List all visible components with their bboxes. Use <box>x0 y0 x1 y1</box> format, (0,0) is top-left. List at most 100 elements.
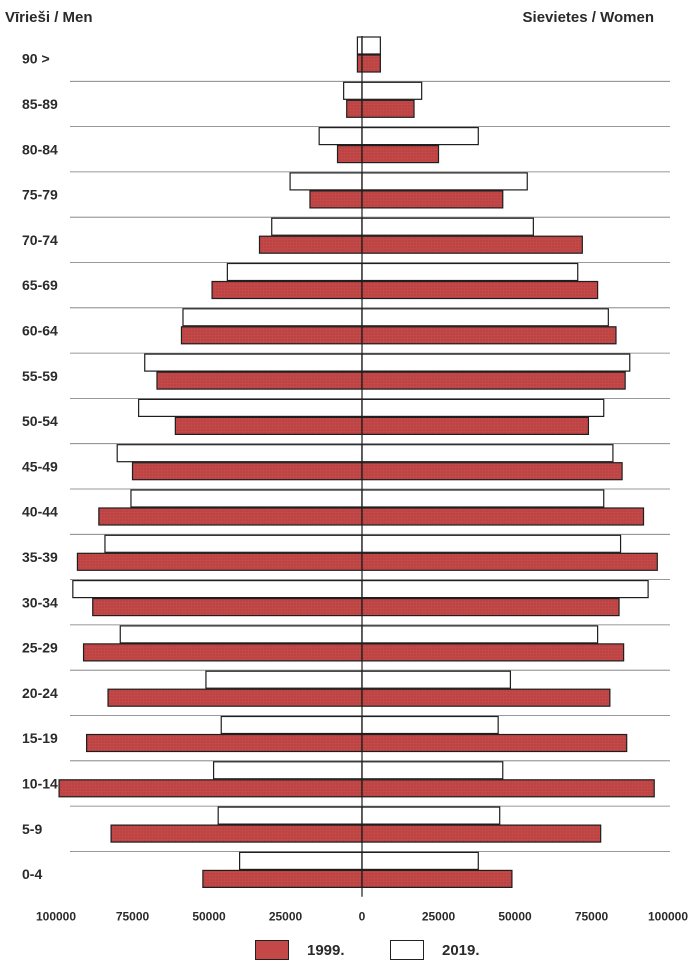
age-label: 65-69 <box>22 277 58 293</box>
bar-men-2019 <box>220 715 363 735</box>
bar-men-2019 <box>318 126 363 146</box>
bar-women-2019 <box>361 353 631 372</box>
bar-men-2019 <box>226 262 363 282</box>
age-label: 10-14 <box>22 775 58 791</box>
bar-men-1999 <box>58 779 363 798</box>
bar-women-2019 <box>361 217 534 236</box>
bar-men-1999 <box>92 597 363 617</box>
x-tick-label: 25000 <box>422 910 456 924</box>
age-label: 40-44 <box>22 504 58 520</box>
bar-men-1999 <box>107 688 363 707</box>
bar-men-2019 <box>119 625 363 644</box>
bar-women-2019 <box>361 308 609 327</box>
age-label: 80-84 <box>22 141 58 157</box>
bar-men-1999 <box>180 326 363 345</box>
x-tick-label: 100000 <box>36 910 76 924</box>
bar-women-1999 <box>361 280 599 300</box>
bars-group <box>58 36 658 897</box>
legend-swatch-2019 <box>390 940 424 960</box>
bar-men-1999 <box>76 552 363 571</box>
bar-women-2019 <box>361 398 605 417</box>
bar-men-2019 <box>104 534 363 553</box>
bar-men-2019 <box>212 761 363 780</box>
legend-swatch-1999 <box>255 940 289 960</box>
bar-men-1999 <box>202 869 363 889</box>
age-label: 5-9 <box>22 821 42 837</box>
bar-men-1999 <box>85 733 363 753</box>
age-label: 70-74 <box>22 232 58 248</box>
age-label: 60-64 <box>22 322 58 338</box>
bar-women-1999 <box>361 824 602 843</box>
bar-women-2019 <box>361 81 423 100</box>
bar-men-1999 <box>131 462 363 481</box>
bar-men-1999 <box>82 643 363 662</box>
bar-men-1999 <box>110 824 363 843</box>
age-label: 90 > <box>22 51 50 67</box>
grid-lines <box>70 80 670 852</box>
legend: 1999. 2019. <box>0 936 700 964</box>
bar-women-1999 <box>361 190 504 209</box>
bar-men-2019 <box>271 217 363 236</box>
bar-women-2019 <box>361 489 605 508</box>
bar-women-1999 <box>361 597 620 617</box>
age-label: 0-4 <box>22 866 42 882</box>
bar-women-1999 <box>361 99 415 118</box>
legend-label-1999: 1999. <box>307 941 345 959</box>
bar-men-2019 <box>343 81 363 100</box>
bar-women-1999 <box>361 733 628 753</box>
bar-men-2019 <box>72 579 363 599</box>
x-tick-label: 75000 <box>575 910 609 924</box>
age-label: 25-29 <box>22 640 58 656</box>
bar-women-2019 <box>361 579 649 599</box>
bar-women-2019 <box>361 715 499 735</box>
age-label: 15-19 <box>22 730 58 746</box>
bar-women-2019 <box>361 172 528 191</box>
bar-women-1999 <box>361 416 590 435</box>
bar-women-1999 <box>361 552 658 571</box>
left-title: Vīrieši / Men <box>5 9 93 26</box>
age-labels: 90 > 85-89 80-84 75-79 70-74 65-69 60-64 55-59 5… <box>22 51 58 882</box>
age-label: 75-79 <box>22 187 58 203</box>
bar-men-1999 <box>356 54 363 73</box>
x-axis-ticks: 100000 75000 50000 25000 0 25000 50000 75000 100… <box>36 910 688 924</box>
age-label: 55-59 <box>22 368 58 384</box>
bar-women-2019 <box>361 126 479 146</box>
bar-men-2019 <box>217 806 363 825</box>
age-label: 20-24 <box>22 685 58 701</box>
bar-men-2019 <box>289 172 363 191</box>
bar-men-2019 <box>239 851 363 871</box>
bar-men-1999 <box>211 280 363 300</box>
x-tick-label: 100000 <box>648 910 688 924</box>
age-label: 30-34 <box>22 594 58 610</box>
bar-women-2019 <box>361 444 614 463</box>
bar-women-2019 <box>361 534 622 553</box>
bar-women-1999 <box>361 688 611 707</box>
bar-men-1999 <box>156 371 363 390</box>
x-tick-label: 50000 <box>192 910 226 924</box>
bar-women-2019 <box>361 625 599 644</box>
x-tick-label: 75000 <box>116 910 150 924</box>
bar-women-1999 <box>361 54 381 73</box>
bar-men-2019 <box>205 670 363 689</box>
x-tick-label: 0 <box>359 910 366 924</box>
right-title: Sievietes / Women <box>523 9 654 26</box>
age-label: 85-89 <box>22 96 58 112</box>
bar-women-1999 <box>361 462 623 481</box>
bar-men-1999 <box>98 507 363 526</box>
bar-women-1999 <box>361 779 655 798</box>
bar-men-1999 <box>336 145 363 164</box>
bar-men-2019 <box>356 36 363 55</box>
bar-women-2019 <box>361 670 512 689</box>
bar-women-1999 <box>361 643 625 662</box>
bar-women-2019 <box>361 36 381 55</box>
bar-men-1999 <box>346 99 363 118</box>
bar-men-2019 <box>144 353 363 372</box>
bar-women-1999 <box>361 326 617 345</box>
bar-women-1999 <box>361 371 626 390</box>
bar-men-2019 <box>138 398 363 417</box>
bar-men-1999 <box>309 190 363 209</box>
legend-item-2019: 2019. <box>390 936 480 964</box>
bar-women-2019 <box>361 806 501 825</box>
legend-item-1999: 1999. <box>255 936 345 964</box>
bar-women-2019 <box>361 851 479 871</box>
